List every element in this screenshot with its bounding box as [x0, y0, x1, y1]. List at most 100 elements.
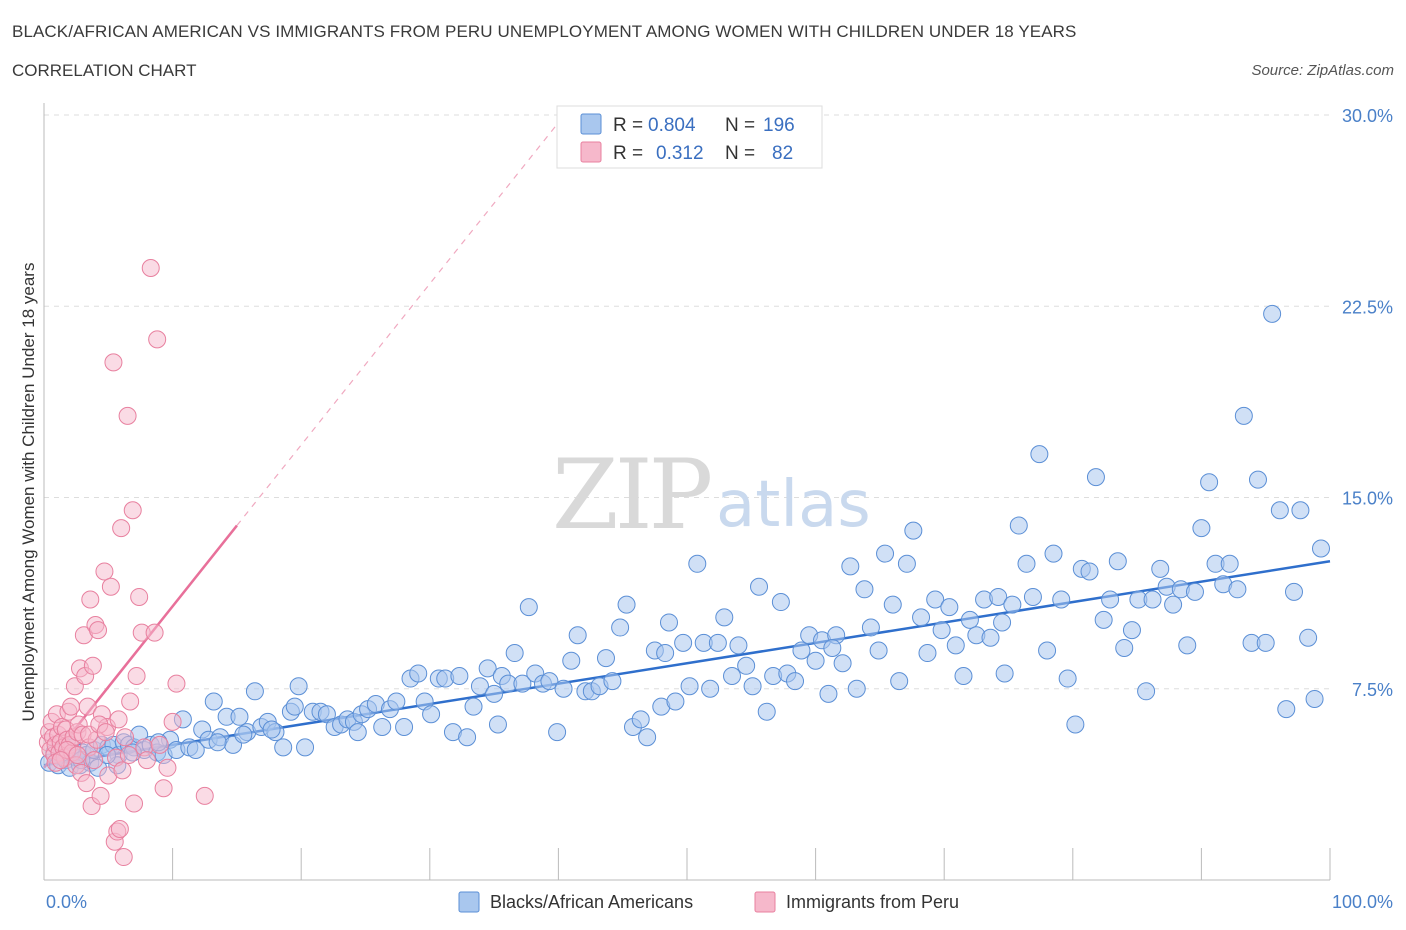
trend-line-peru-extended	[236, 122, 559, 526]
legend-r-label: R =	[613, 115, 643, 136]
data-point-blacks	[1200, 473, 1219, 492]
data-point-blacks	[1291, 501, 1310, 520]
bottom-legend-label-blacks: Blacks/African Americans	[490, 892, 693, 912]
data-point-blacks	[1009, 516, 1028, 535]
data-point-blacks	[1038, 641, 1057, 660]
legend-r-label: R =	[613, 143, 643, 164]
data-point-blacks	[245, 682, 264, 701]
data-point-peru	[95, 562, 114, 581]
data-point-blacks	[470, 677, 489, 696]
data-point-blacks	[1058, 669, 1077, 688]
data-point-blacks	[861, 618, 880, 637]
data-point-blacks	[603, 672, 622, 691]
data-point-blacks	[562, 651, 581, 670]
legend-row-peru: R = 0.312 N = 82	[580, 141, 793, 164]
data-point-peru	[141, 259, 160, 277]
data-point-blacks	[617, 595, 636, 614]
data-point-blacks	[554, 679, 573, 698]
data-point-blacks	[876, 544, 895, 563]
data-point-blacks	[485, 684, 504, 703]
legend-n-label: N =	[725, 115, 755, 136]
data-point-blacks	[701, 679, 720, 698]
data-point-blacks	[841, 557, 860, 576]
data-point-blacks	[488, 715, 507, 734]
bottom-legend: Blacks/African Americans Immigrants from…	[458, 891, 959, 913]
data-point-blacks	[890, 672, 909, 691]
y-axis-label: Unemployment Among Women with Children U…	[19, 263, 38, 722]
data-point-blacks	[737, 656, 756, 675]
watermark-atlas: atlas	[716, 468, 871, 542]
data-point-blacks	[631, 710, 650, 729]
data-point-peru	[118, 406, 137, 425]
data-point-blacks	[1284, 582, 1303, 601]
data-point-peru	[121, 692, 140, 711]
data-point-peru	[125, 794, 144, 813]
data-point-peru	[116, 728, 135, 747]
y-tick-label: 15.0%	[1342, 489, 1393, 509]
legend-n-value-peru: 82	[772, 143, 793, 164]
data-point-blacks	[833, 654, 852, 673]
chart-subtitle: CORRELATION CHART	[12, 61, 197, 80]
tick-labels: 7.5% 15.0% 22.5% 30.0% 0.0% 100.0%	[46, 106, 1393, 912]
data-point-blacks	[823, 638, 842, 657]
data-point-peru	[195, 786, 214, 805]
data-point-blacks	[395, 718, 414, 736]
data-point-blacks	[847, 679, 866, 698]
data-point-blacks	[993, 613, 1012, 632]
data-point-blacks	[186, 740, 205, 759]
data-point-blacks	[666, 692, 685, 711]
data-point-blacks	[926, 590, 945, 609]
data-point-blacks	[548, 723, 567, 742]
data-point-blacks	[688, 554, 707, 573]
data-point-blacks	[806, 651, 825, 670]
data-point-peru	[137, 751, 156, 770]
data-point-blacks	[638, 728, 657, 747]
legend-r-value-peru: 0.312	[656, 143, 704, 164]
data-point-blacks	[1023, 587, 1042, 606]
data-point-blacks	[708, 633, 727, 652]
data-point-peru	[110, 820, 129, 838]
data-point-blacks	[296, 738, 315, 757]
data-point-peru	[167, 674, 186, 693]
data-point-blacks	[723, 667, 742, 685]
data-point-blacks	[373, 718, 392, 736]
data-point-peru	[104, 353, 123, 372]
data-point-peru	[68, 746, 87, 765]
watermark: ZIP atlas	[552, 439, 871, 551]
data-point-blacks	[1094, 610, 1113, 629]
data-point-peru	[163, 712, 182, 731]
data-point-blacks	[743, 677, 762, 696]
data-point-peru	[145, 623, 164, 642]
data-point-blacks	[348, 723, 367, 742]
data-point-blacks	[611, 618, 630, 637]
data-point-blacks	[1080, 562, 1099, 581]
data-point-blacks	[757, 702, 776, 721]
data-point-blacks	[409, 664, 428, 683]
data-point-blacks	[1108, 552, 1127, 571]
y-tick-label: 30.0%	[1342, 106, 1393, 126]
data-point-blacks	[918, 644, 937, 663]
legend-row-blacks: R = 0.804 N = 196	[580, 113, 795, 136]
legend: R = 0.804 N = 196 R = 0.312 N = 82	[556, 105, 823, 169]
data-point-blacks	[981, 628, 1000, 647]
data-point-blacks	[387, 692, 406, 711]
data-point-blacks	[204, 692, 223, 711]
bottom-legend-label-peru: Immigrants from Peru	[786, 892, 959, 912]
data-point-peru	[85, 751, 104, 770]
data-point-blacks	[659, 613, 678, 632]
data-point-blacks	[995, 664, 1014, 683]
data-point-peru	[91, 786, 110, 805]
chart-title: BLACK/AFRICAN AMERICAN VS IMMIGRANTS FRO…	[12, 22, 1077, 41]
data-point-blacks	[954, 667, 973, 685]
data-point-blacks	[513, 674, 532, 693]
legend-n-value-blacks: 196	[763, 115, 795, 136]
data-point-peru	[77, 774, 96, 793]
data-point-peru	[51, 751, 70, 770]
data-point-blacks	[1030, 445, 1049, 464]
legend-swatch-blacks	[580, 113, 602, 135]
data-point-peru	[127, 667, 146, 685]
data-point-blacks	[819, 684, 838, 703]
data-point-blacks	[262, 720, 281, 739]
data-point-blacks	[1086, 468, 1105, 487]
